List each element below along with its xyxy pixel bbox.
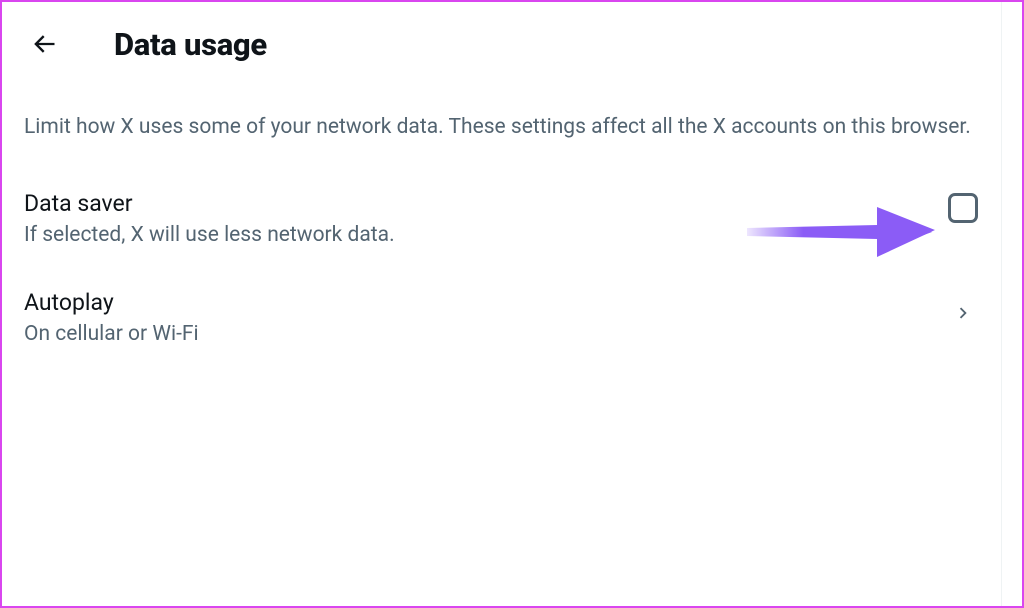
autoplay-title: Autoplay bbox=[24, 289, 947, 316]
content-area: Data usage Limit how X uses some of your… bbox=[2, 2, 1002, 606]
page-header: Data usage bbox=[24, 24, 979, 64]
app-frame: Data usage Limit how X uses some of your… bbox=[0, 0, 1024, 608]
back-arrow-icon bbox=[30, 30, 58, 58]
autoplay-row[interactable]: Autoplay On cellular or Wi-Fi bbox=[24, 289, 979, 387]
back-button[interactable] bbox=[24, 24, 64, 64]
autoplay-subtitle: On cellular or Wi-Fi bbox=[24, 320, 947, 349]
page-description: Limit how X uses some of your network da… bbox=[24, 112, 979, 142]
setting-text-block: Data saver If selected, X will use less … bbox=[24, 190, 947, 250]
page-title: Data usage bbox=[114, 26, 267, 63]
data-saver-row[interactable]: Data saver If selected, X will use less … bbox=[24, 190, 979, 288]
data-saver-title: Data saver bbox=[24, 190, 947, 217]
chevron-right-icon bbox=[952, 302, 974, 324]
data-saver-subtitle: If selected, X will use less network dat… bbox=[24, 221, 947, 250]
chevron-container bbox=[947, 297, 979, 329]
setting-text-block: Autoplay On cellular or Wi-Fi bbox=[24, 289, 947, 349]
checkbox-container bbox=[947, 192, 979, 224]
data-saver-checkbox[interactable] bbox=[948, 193, 978, 223]
